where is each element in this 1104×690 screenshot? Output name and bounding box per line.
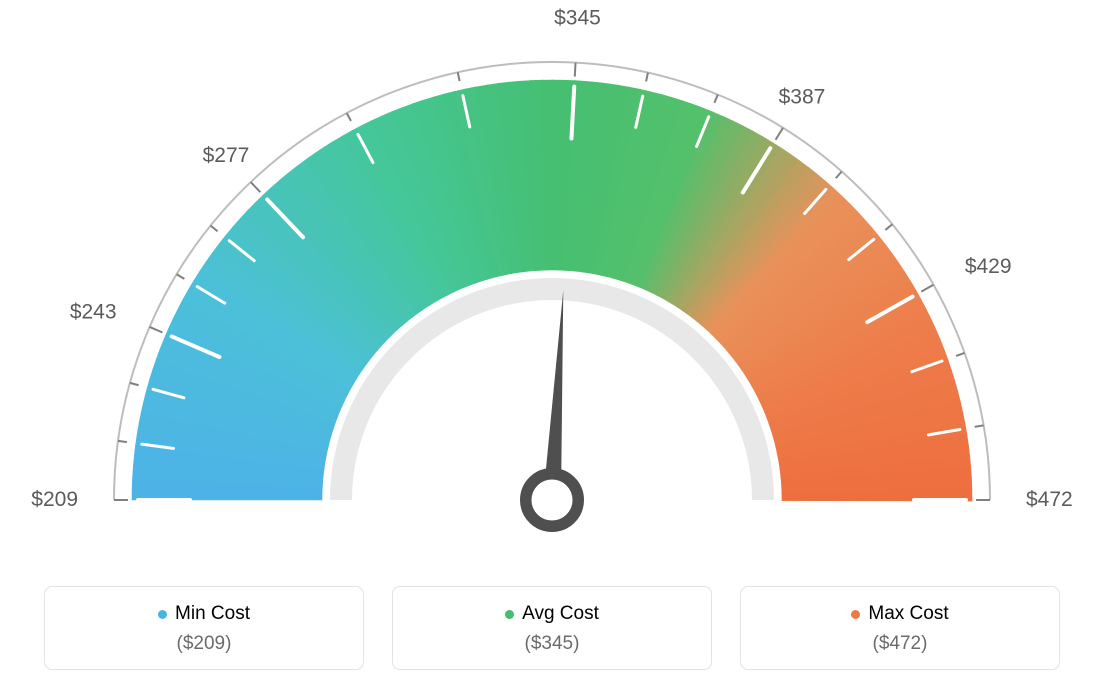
svg-text:$209: $209: [31, 488, 78, 511]
svg-text:$345: $345: [554, 7, 601, 30]
gauge-svg: $209 $243 $277 $345 $387 $429 $472: [0, 0, 1104, 560]
legend-value-min: ($209): [55, 633, 353, 655]
legend-title-max: Max Cost: [851, 603, 948, 625]
legend-label: Min Cost: [175, 603, 250, 625]
dot-icon: [158, 610, 167, 619]
legend-row: Min Cost ($209) Avg Cost ($345) Max Cost…: [0, 586, 1104, 670]
svg-text:$472: $472: [1026, 488, 1073, 511]
cost-gauge: $209 $243 $277 $345 $387 $429 $472: [0, 0, 1104, 560]
legend-card-min: Min Cost ($209): [44, 586, 364, 670]
svg-text:$429: $429: [965, 255, 1012, 278]
dot-icon: [851, 610, 860, 619]
legend-label: Max Cost: [868, 603, 948, 625]
svg-text:$387: $387: [779, 85, 826, 108]
dot-icon: [505, 610, 514, 619]
legend-title-min: Min Cost: [158, 603, 250, 625]
svg-text:$243: $243: [70, 301, 117, 324]
legend-card-max: Max Cost ($472): [740, 586, 1060, 670]
legend-value-max: ($472): [751, 633, 1049, 655]
legend-value-avg: ($345): [403, 633, 701, 655]
svg-text:$277: $277: [203, 144, 250, 167]
legend-label: Avg Cost: [522, 603, 599, 625]
legend-title-avg: Avg Cost: [505, 603, 599, 625]
legend-card-avg: Avg Cost ($345): [392, 586, 712, 670]
